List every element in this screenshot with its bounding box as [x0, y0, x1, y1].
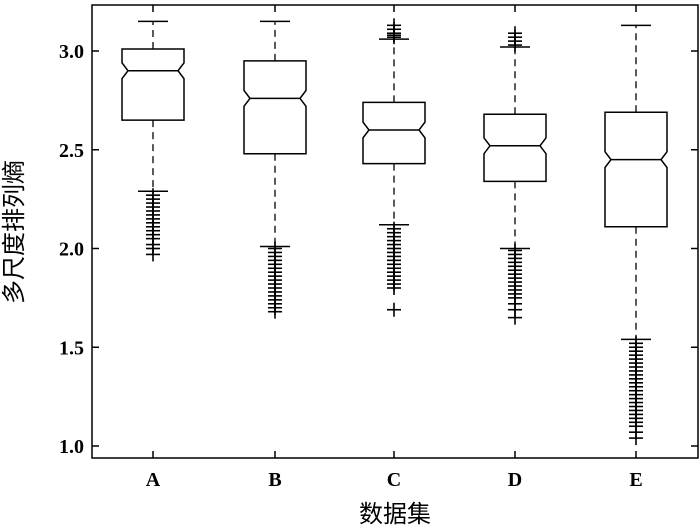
box-body	[604, 111, 668, 228]
y-tick-labels: 1.0 1.5 2.0 2.5 3.0	[59, 41, 84, 458]
plot-area-frame	[91, 4, 699, 459]
y-tick-label: 2.0	[59, 239, 84, 261]
outlier-marker	[268, 304, 282, 319]
outlier-marker	[508, 26, 522, 41]
box-body	[243, 60, 307, 155]
box-body	[121, 48, 185, 121]
x-tick-labels: A B C D E	[146, 469, 643, 491]
y-axis-title: 多尺度排列熵	[1, 160, 28, 304]
x-tick-label: A	[146, 469, 161, 491]
box-B	[243, 20, 307, 319]
box-E	[604, 24, 668, 446]
outlier-marker	[629, 431, 643, 446]
box-A	[121, 20, 185, 262]
outlier-marker	[387, 30, 401, 45]
x-tick-label: E	[629, 469, 642, 491]
y-tick-label: 1.5	[59, 337, 84, 359]
outlier-marker	[508, 310, 522, 325]
box-series	[121, 18, 668, 446]
box-body	[483, 113, 547, 183]
y-tick-label: 1.0	[59, 436, 84, 458]
x-tick-label: D	[508, 469, 522, 491]
box-D	[483, 26, 547, 325]
outlier-marker	[387, 281, 401, 295]
box-body	[362, 101, 426, 165]
box-C	[362, 18, 426, 317]
axis-ticks	[92, 5, 698, 458]
x-tick-label: B	[268, 469, 281, 491]
y-tick-label: 2.5	[59, 140, 84, 162]
x-tick-label: C	[387, 469, 401, 491]
outlier-marker	[387, 302, 401, 317]
y-tick-label: 3.0	[59, 41, 84, 63]
x-axis-title: 数据集	[359, 501, 431, 528]
outlier-marker	[146, 247, 160, 262]
